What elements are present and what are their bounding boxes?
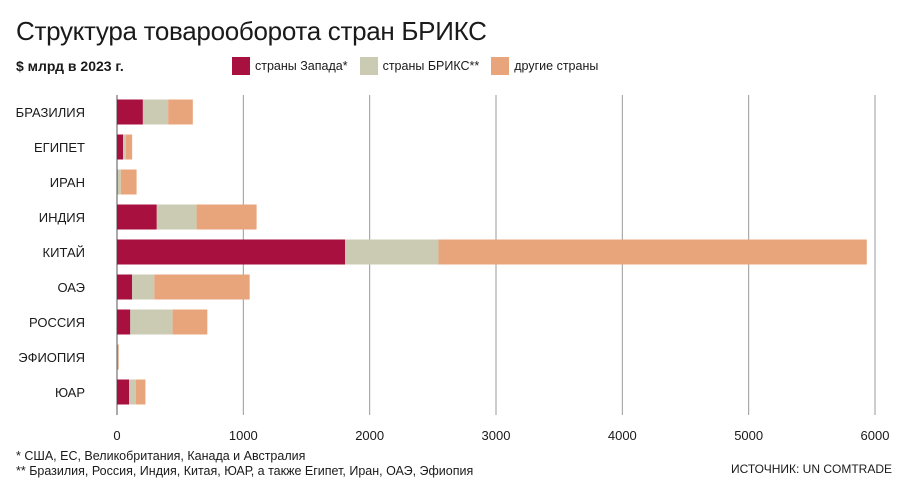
chart-legend: страны Запада* страны БРИКС** другие стр…	[232, 57, 610, 75]
category-label: ЮАР	[55, 385, 85, 400]
category-label: КИТАЙ	[43, 245, 85, 260]
legend-swatch-west	[232, 57, 250, 75]
bar-segment-other	[135, 379, 146, 405]
x-tick-label: 1000	[229, 428, 258, 443]
bar-segment-other	[172, 309, 208, 335]
bar-segment-brics	[142, 99, 169, 125]
bar-segment-brics	[345, 239, 439, 265]
legend-swatch-brics	[359, 57, 378, 75]
bar-segment-brics	[132, 274, 155, 300]
bar-segment-west	[117, 379, 130, 405]
bar-segment-brics	[117, 344, 119, 370]
bar-segment-brics	[130, 309, 173, 335]
bar-segment-other	[125, 134, 133, 160]
x-tick-label: 0	[113, 428, 120, 443]
x-tick-label: 2000	[355, 428, 384, 443]
footnote-western: * США, ЕС, Великобритания, Канада и Авст…	[16, 449, 306, 463]
footnote-brics: ** Бразилия, Россия, Индия, Китая, ЮАР, …	[16, 464, 474, 478]
category-label: ЭФИОПИЯ	[18, 350, 85, 365]
x-tick-label: 3000	[482, 428, 511, 443]
bar-segment-west	[117, 239, 346, 265]
category-label: РОССИЯ	[29, 315, 85, 330]
bar-segment-west	[117, 204, 157, 230]
legend-item-brics: страны БРИКС**	[359, 57, 480, 75]
category-label: ЕГИПЕТ	[34, 140, 85, 155]
bar-segment-other	[118, 344, 119, 370]
category-label: ИРАН	[50, 175, 85, 190]
legend-label-other: другие страны	[514, 59, 599, 73]
bar-segment-west	[117, 169, 118, 195]
category-label: БРАЗИЛИЯ	[16, 105, 85, 120]
source-credit: ИСТОЧНИК: UN COMTRADE	[730, 462, 892, 476]
category-label: ОАЭ	[57, 280, 85, 295]
x-tick-label: 4000	[608, 428, 637, 443]
bar-segment-west	[117, 309, 131, 335]
legend-item-west: страны Запада*	[232, 57, 348, 75]
chart-title: Структура товарооборота стран БРИКС	[16, 16, 487, 46]
bar-segment-brics	[123, 134, 126, 160]
bar-segment-other	[196, 204, 257, 230]
bar-segment-west	[117, 344, 118, 370]
bar-segment-other	[438, 239, 867, 265]
category-label: ИНДИЯ	[39, 210, 85, 225]
legend-label-brics: страны БРИКС**	[382, 59, 480, 73]
bar-segment-west	[117, 99, 143, 125]
bar-segment-other	[120, 169, 137, 195]
bar-segment-other	[168, 99, 193, 125]
bar-segment-brics	[129, 379, 136, 405]
chart-subtitle: $ млрд в 2023 г.	[16, 58, 124, 74]
bar-segment-west	[117, 134, 124, 160]
x-tick-label: 5000	[734, 428, 763, 443]
bar-segment-brics	[117, 169, 121, 195]
legend-swatch-other	[491, 57, 510, 75]
bar-segment-west	[117, 274, 133, 300]
legend-item-other: другие страны	[491, 57, 598, 75]
legend-label-west: страны Запада*	[255, 59, 348, 73]
bar-segment-brics	[156, 204, 197, 230]
x-tick-label: 6000	[861, 428, 890, 443]
bar-segment-other	[154, 274, 250, 300]
